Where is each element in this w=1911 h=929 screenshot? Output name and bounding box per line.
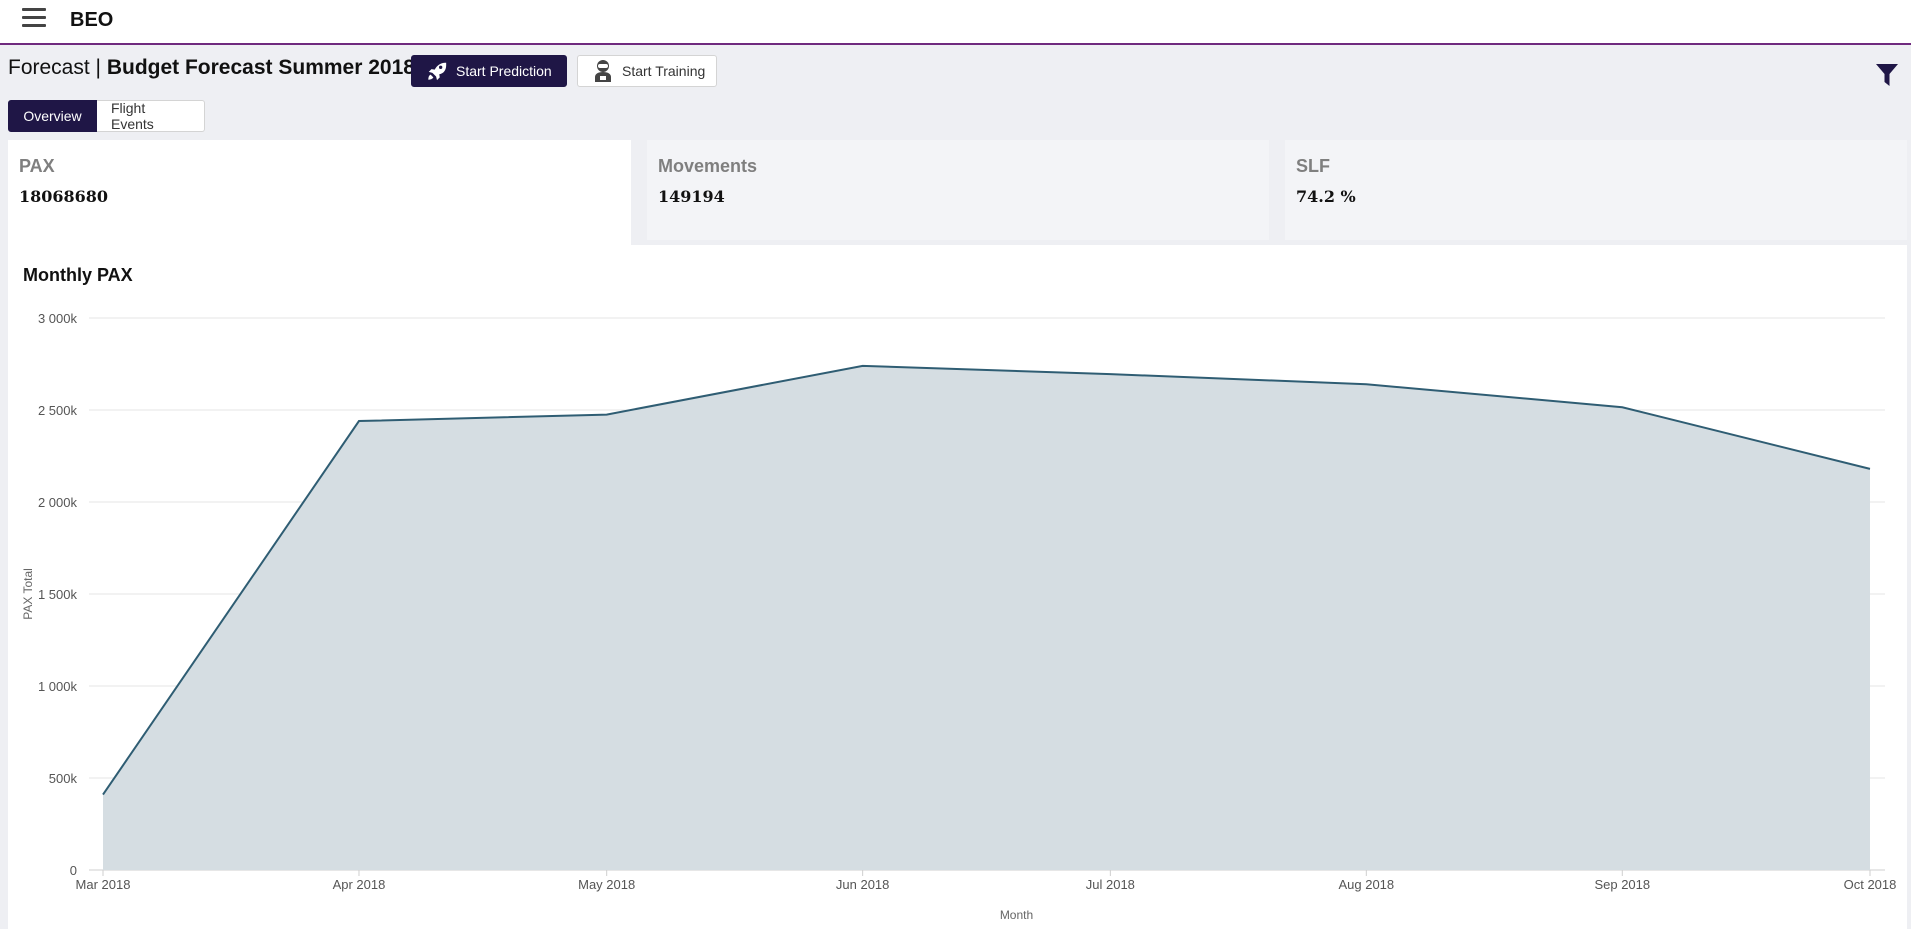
pax-series-line (102, 364, 1871, 796)
page-title-name: Budget Forecast Summer 2018 (106, 56, 415, 79)
page-title: Forecast | Budget Forecast Summer 2018 (8, 56, 415, 80)
kpi-value: 74.2 % (1296, 187, 1356, 206)
x-tick-label: Jun 2018 (836, 877, 890, 892)
kpi-value: 149194 (658, 187, 725, 206)
y-tick-label: 1 000k (38, 679, 78, 694)
x-tick-label: Aug 2018 (1338, 877, 1394, 892)
x-tick-label: Mar 2018 (76, 877, 131, 892)
y-tick-label: 1 500k (38, 587, 78, 602)
tab-flight-events[interactable]: Flight Events (97, 100, 205, 132)
y-tick-label: 2 000k (38, 495, 78, 510)
filter-icon[interactable] (1876, 64, 1898, 86)
chart-title: Monthly PAX (23, 265, 133, 285)
kpi-card-pax[interactable]: PAX 18068680 (8, 140, 631, 245)
kpi-card-movements[interactable]: Movements 149194 (647, 140, 1269, 240)
x-tick-label: Jul 2018 (1086, 877, 1135, 892)
start-prediction-label: Start Prediction (456, 63, 552, 79)
monthly-pax-chart: 0 500k 1 000k 1 500k 2 000k 2 500k 3 000k Mar 2… (21, 311, 1897, 922)
tab-overview[interactable]: Overview (8, 100, 97, 132)
y-tick-label: 500k (49, 771, 78, 786)
kpi-label: Movements (658, 156, 758, 176)
top-bar: BEO (0, 0, 1911, 45)
y-axis-label: PAX Total (21, 568, 35, 620)
start-prediction-button[interactable]: Start Prediction (411, 55, 567, 87)
y-tick-label: 2 500k (38, 403, 78, 418)
rocket-icon (428, 62, 447, 81)
kpi-label: PAX (19, 156, 55, 176)
x-tick-label: Oct 2018 (1844, 877, 1897, 892)
pax-area (103, 365, 1870, 870)
kpi-card-slf[interactable]: SLF 74.2 % (1285, 140, 1907, 240)
y-tick-label: 3 000k (38, 311, 78, 326)
robot-icon (595, 60, 611, 82)
x-tick-label: May 2018 (578, 877, 635, 892)
hamburger-icon[interactable] (22, 8, 48, 30)
kpi-label: SLF (1296, 156, 1330, 176)
view-tabs: Overview Flight Events (8, 100, 205, 132)
start-training-button[interactable]: Start Training (577, 55, 717, 87)
monthly-pax-chart-card: 0 500k 1 000k 1 500k 2 000k 2 500k 3 000k Mar 2… (8, 245, 1907, 929)
x-tick-label: Apr 2018 (333, 877, 386, 892)
x-tick-label: Sep 2018 (1594, 877, 1650, 892)
brand-logo: BEO (70, 9, 114, 31)
x-axis-label: Month (1000, 908, 1033, 922)
y-tick-label: 0 (70, 863, 77, 878)
start-training-label: Start Training (622, 63, 706, 79)
kpi-value: 18068680 (19, 187, 109, 206)
page-title-prefix: Forecast | (8, 56, 107, 79)
